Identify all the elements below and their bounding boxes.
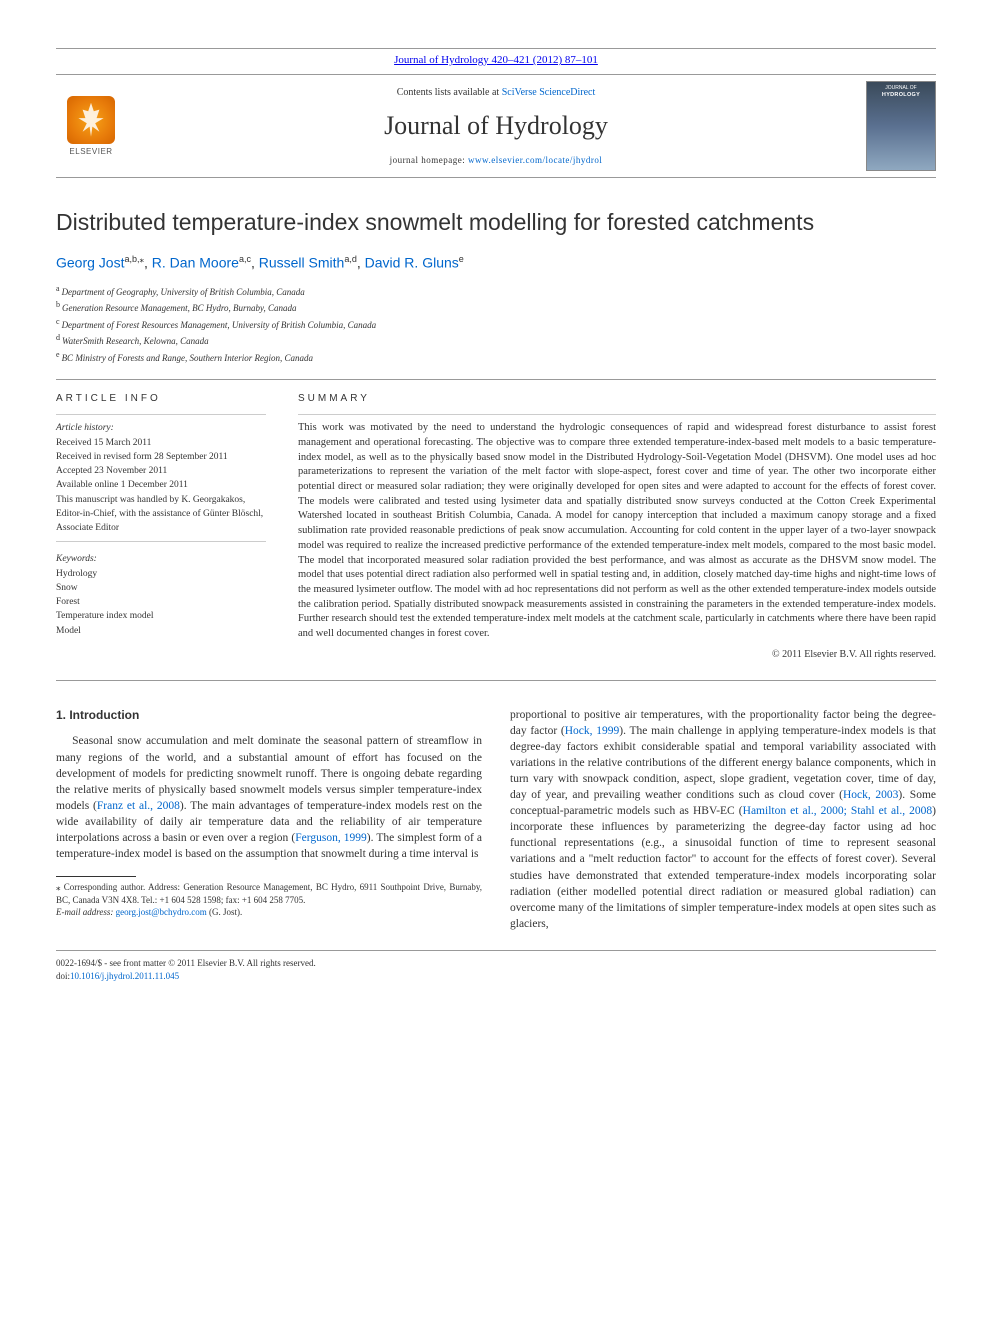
paragraph: Seasonal snow accumulation and melt domi… [56,733,482,862]
history-item: Available online 1 December 2011 [56,478,266,492]
doi-link[interactable]: 10.1016/j.jhydrol.2011.11.045 [70,971,179,981]
email-link[interactable]: georg.jost@bchydro.com [116,907,207,917]
affiliations: aDepartment of Geography, University of … [56,283,936,366]
author-link[interactable]: Georg Jost [56,254,124,270]
homepage-line: journal homepage: www.elsevier.com/locat… [144,154,848,167]
article-info: ARTICLE INFO Article history: Received 1… [56,392,266,661]
author-link[interactable]: R. Dan Moore [152,254,239,270]
keyword: Snow [56,581,266,595]
summary-text: This work was motivated by the need to u… [298,421,936,641]
footer-doi-line: doi:10.1016/j.jhydrol.2011.11.045 [56,970,936,983]
summary: SUMMARY This work was motivated by the n… [298,392,936,661]
running-citation: Journal of Hydrology 420–421 (2012) 87–1… [56,53,936,68]
history-item: Accepted 23 November 2011 [56,464,266,478]
keyword: Hydrology [56,567,266,581]
elsevier-tree-icon [67,96,115,144]
summary-copyright: © 2011 Elsevier B.V. All rights reserved… [298,648,936,662]
citation-link[interactable]: Hock, 1999 [565,725,620,737]
journal-cover: JOURNAL OF HYDROLOGY [866,81,936,171]
info-heading: ARTICLE INFO [56,392,266,406]
history-item: Received 15 March 2011 [56,436,266,450]
journal-header: ELSEVIER Contents lists available at Sci… [56,74,936,178]
keyword: Forest [56,595,266,609]
citation-link[interactable]: Hamilton et al., 2000; Stahl et al., 200… [743,805,933,817]
body-column-right: proportional to positive air temperature… [510,707,936,932]
article-title: Distributed temperature-index snowmelt m… [56,206,936,238]
citation-link[interactable]: Ferguson, 1999 [295,832,367,844]
contents-line: Contents lists available at SciVerse Sci… [144,86,848,100]
page-footer: 0022-1694/$ - see front matter © 2011 El… [56,950,936,982]
homepage-link[interactable]: www.elsevier.com/locate/jhydrol [468,155,602,165]
authors-line: Georg Josta,b,⁎, R. Dan Moorea,c, Russel… [56,253,936,273]
keywords-label: Keywords: [56,552,266,566]
footer-copyright: 0022-1694/$ - see front matter © 2011 El… [56,957,936,970]
section-heading: 1. Introduction [56,707,482,724]
author-link[interactable]: Russell Smith [259,254,345,270]
citation-link[interactable]: Hock, 2003 [843,789,898,801]
citation-link[interactable]: Journal of Hydrology 420–421 (2012) 87–1… [394,54,598,66]
citation-link[interactable]: Franz et al., 2008 [97,800,180,812]
publisher-logo: ELSEVIER [56,91,126,161]
correspondence: ⁎ Corresponding author. Address: Generat… [56,881,482,906]
history-item: Received in revised form 28 September 20… [56,450,266,464]
history-item: This manuscript was handled by K. Georga… [56,493,266,536]
summary-heading: SUMMARY [298,392,936,406]
body-column-left: 1. Introduction Seasonal snow accumulati… [56,707,482,932]
sciencedirect-link[interactable]: SciVerse ScienceDirect [502,87,596,98]
author-link[interactable]: David R. Gluns [365,254,459,270]
journal-title: Journal of Hydrology [144,108,848,144]
publisher-label: ELSEVIER [69,146,112,157]
history-label: Article history: [56,421,266,435]
keyword: Temperature index model [56,609,266,623]
keyword: Model [56,624,266,638]
email-line: E-mail address: georg.jost@bchydro.com (… [56,906,482,919]
paragraph: proportional to positive air temperature… [510,707,936,932]
footnotes: ⁎ Corresponding author. Address: Generat… [56,881,482,919]
